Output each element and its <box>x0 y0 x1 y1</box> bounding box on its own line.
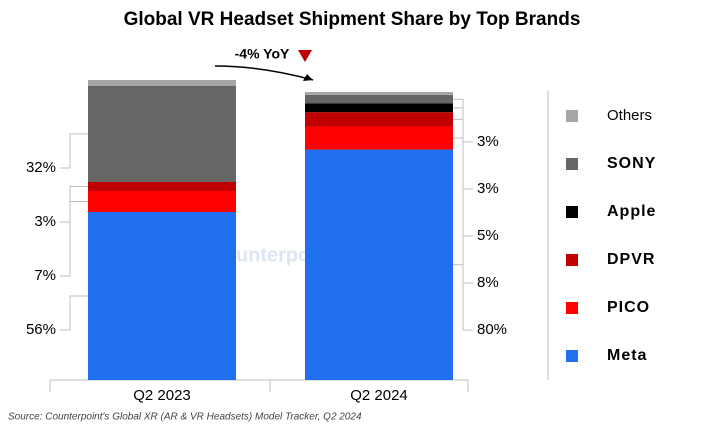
bar-segment <box>305 112 453 127</box>
bar-segment <box>305 103 453 113</box>
value-label: 56% <box>26 321 56 338</box>
yoy-label: -4% YoY <box>235 46 290 62</box>
bar-segment <box>305 92 453 95</box>
value-label: 32% <box>26 159 56 176</box>
watermark: Counterpoint <box>209 244 335 266</box>
legend-swatch <box>566 206 578 218</box>
bar-segment <box>88 212 236 380</box>
chart-title: Global VR Headset Shipment Share by Top … <box>124 9 581 30</box>
legend-label: Meta <box>607 347 647 364</box>
yoy-arrow-head <box>303 74 313 81</box>
value-label: 7% <box>34 267 56 284</box>
leader-line <box>453 107 473 190</box>
legend-label: SONY <box>607 155 656 172</box>
leader-line <box>60 186 88 223</box>
bar-segment <box>88 191 236 212</box>
legend-label: Others <box>607 107 652 124</box>
bar-segment <box>88 80 236 86</box>
legend-swatch <box>566 158 578 170</box>
leader-line <box>60 133 88 169</box>
leader-line <box>60 201 88 277</box>
leader-line <box>453 264 473 331</box>
leader-line <box>453 98 473 143</box>
value-label: 3% <box>477 133 499 150</box>
yoy-down-icon <box>298 50 312 62</box>
legend-label: PICO <box>607 299 650 316</box>
legend-swatch <box>566 350 578 362</box>
bar-segment <box>88 86 236 182</box>
value-label: 5% <box>477 227 499 244</box>
bar-segment <box>305 149 453 380</box>
legend-label: DPVR <box>607 251 655 268</box>
value-label: 3% <box>477 180 499 197</box>
value-label: 8% <box>477 274 499 291</box>
x-tick-label: Q2 2024 <box>350 387 408 404</box>
legend-swatch <box>566 110 578 122</box>
source-note: Source: Counterpoint's Global XR (AR & V… <box>8 412 362 423</box>
bar-segment <box>305 94 453 104</box>
x-tick-label: Q2 2023 <box>133 387 191 404</box>
legend-label: Apple <box>607 203 656 220</box>
legend-swatch <box>566 254 578 266</box>
leader-line <box>60 295 88 331</box>
bar-segment <box>305 126 453 150</box>
bar-segment <box>88 182 236 191</box>
value-label: 80% <box>477 321 507 338</box>
legend-swatch <box>566 302 578 314</box>
value-label: 3% <box>34 213 56 230</box>
yoy-arrow <box>214 65 314 81</box>
